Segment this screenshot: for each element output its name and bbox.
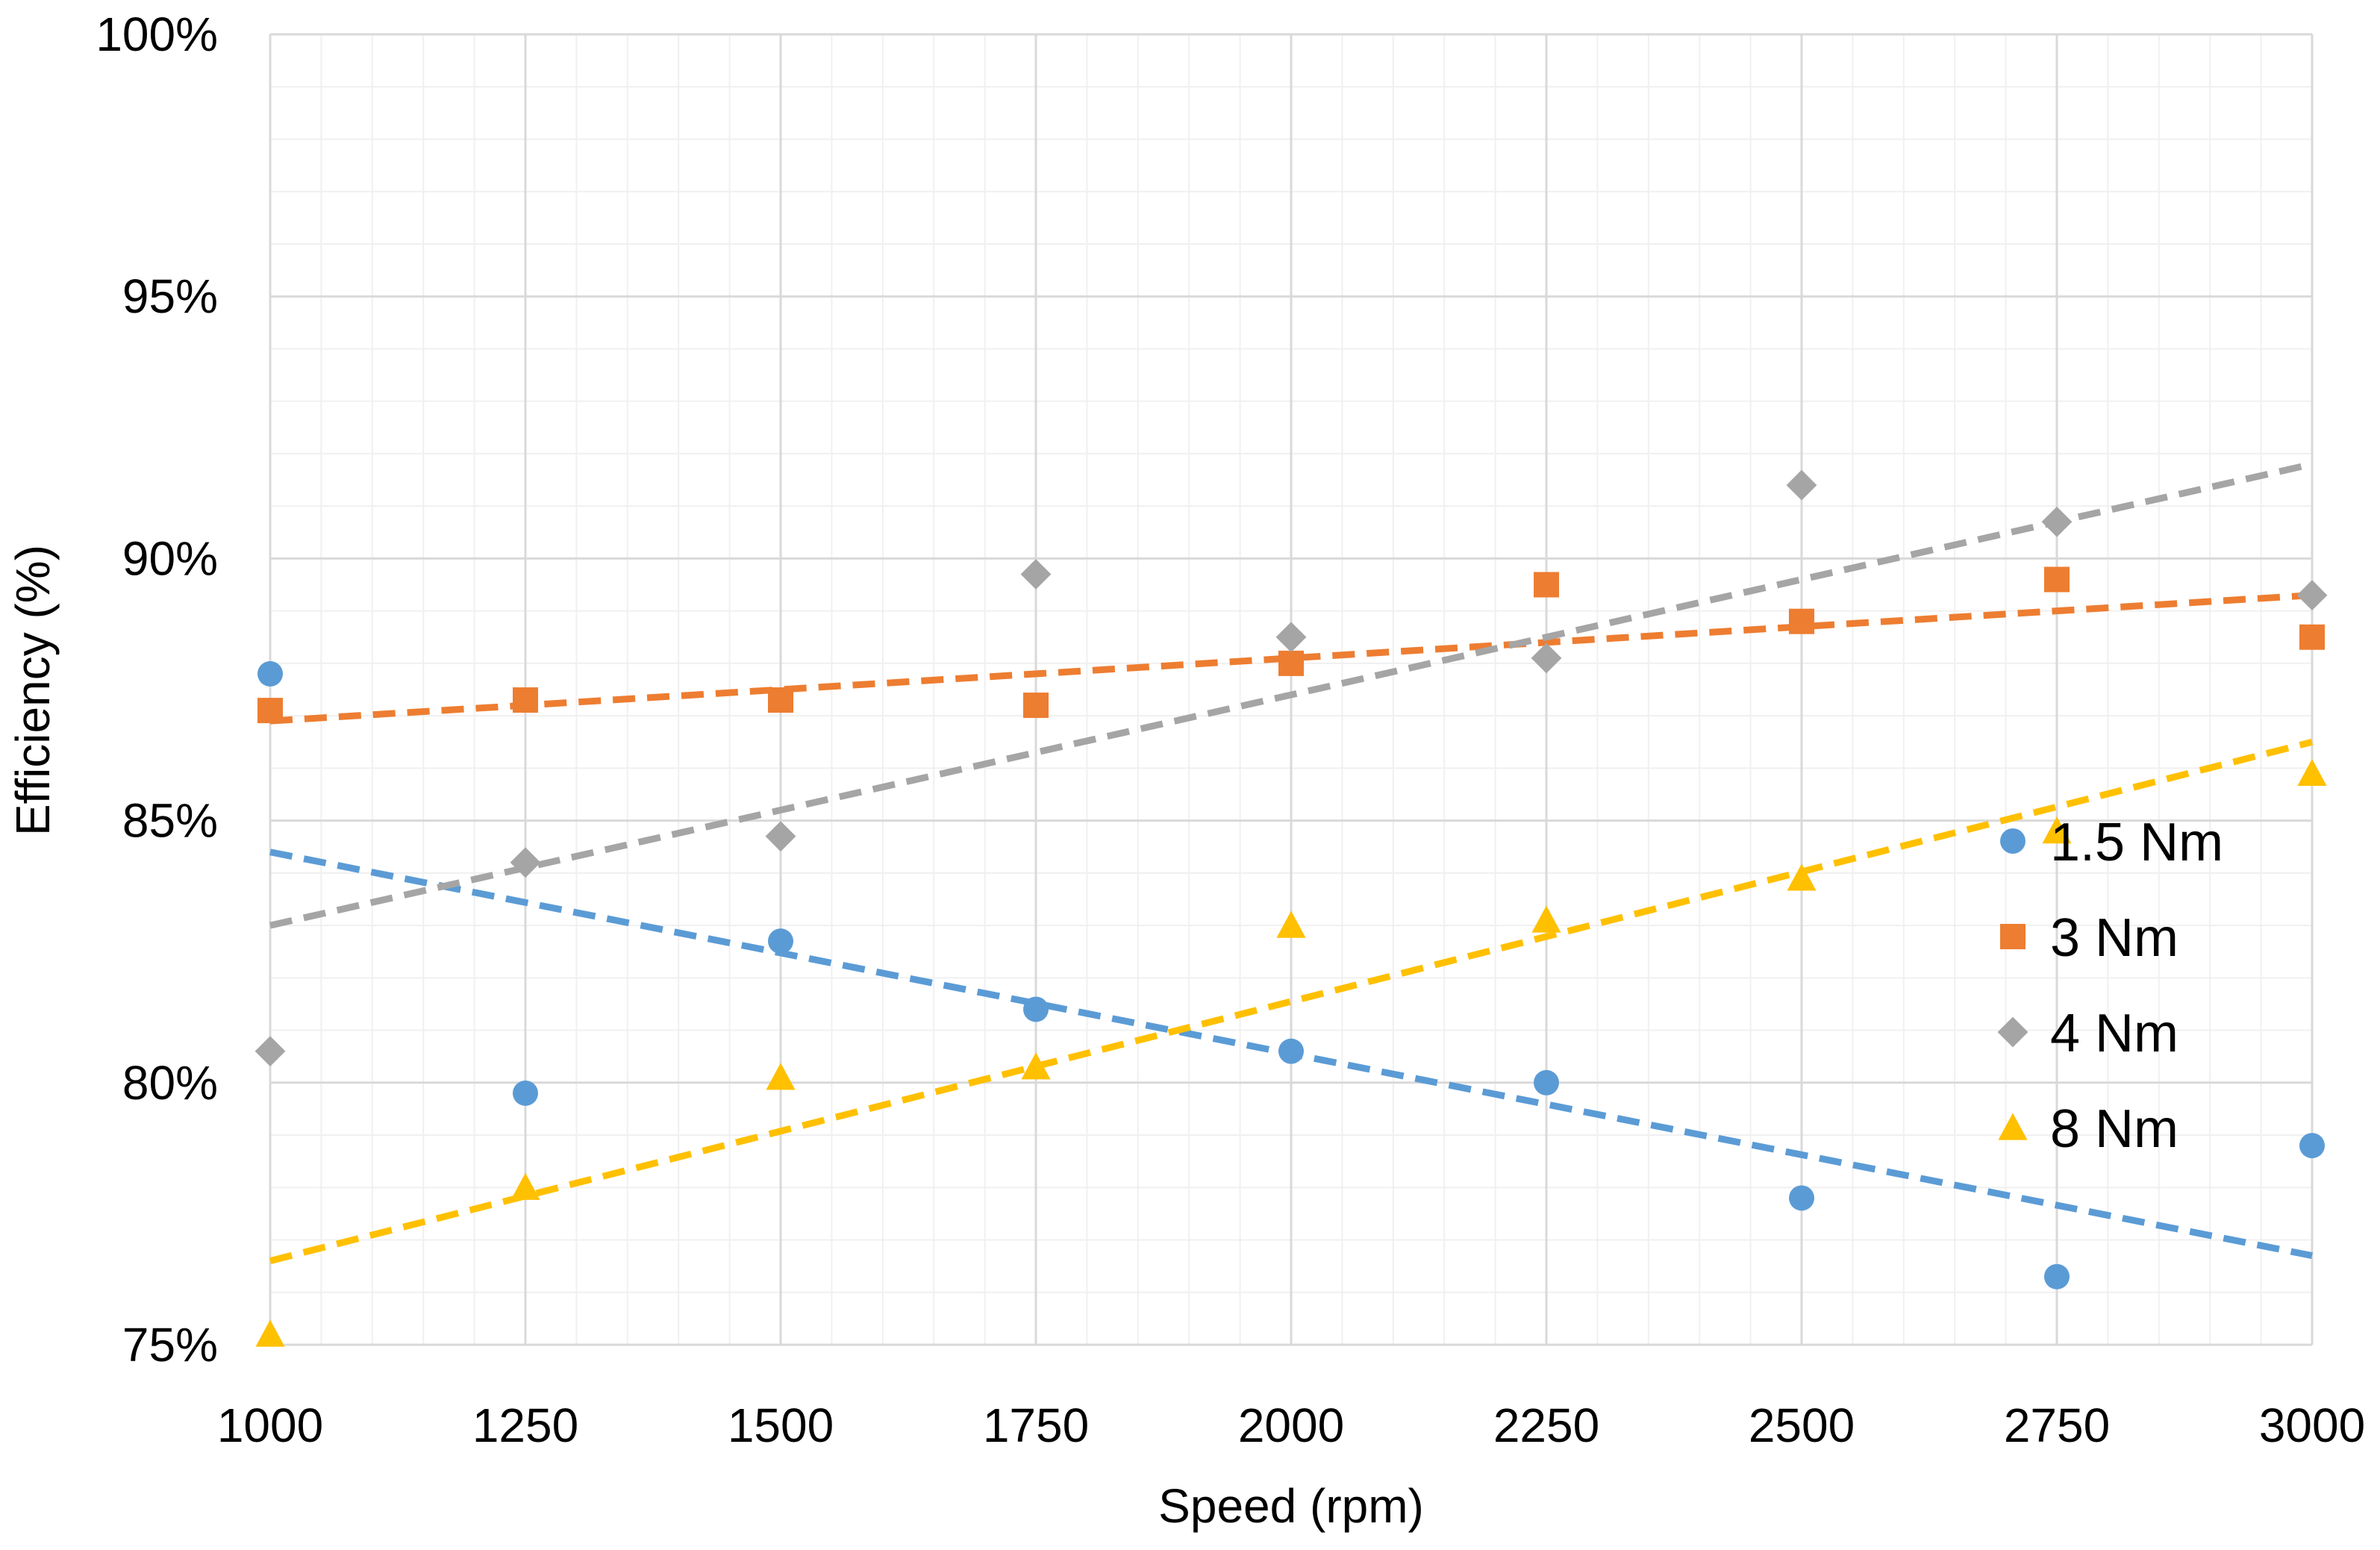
data-point-3-nm: [1023, 693, 1049, 719]
data-point-8-nm: [510, 1172, 540, 1200]
legend: 1.5 Nm 3 Nm 4 Nm 8 Nm: [1997, 813, 2223, 1159]
data-point-1-5-nm: [257, 660, 283, 687]
data-point-4-nm: [1786, 469, 1817, 501]
data-point-8-nm: [1021, 1052, 1051, 1080]
x-tick-label: 2500: [1749, 1399, 1855, 1452]
data-point-8-nm: [255, 1319, 285, 1347]
data-point-8-nm: [1787, 863, 1817, 891]
data-point-1-5-nm: [513, 1080, 538, 1106]
data-point-8-nm: [766, 1063, 796, 1090]
x-tick-label: 3000: [2259, 1399, 2365, 1452]
data-point-3-nm: [2299, 624, 2325, 650]
data-point-4-nm: [1275, 622, 1307, 653]
legend-label-4-nm: 4 Nm: [2050, 1004, 2178, 1063]
data-point-3-nm: [1278, 650, 1304, 676]
trendline-8-nm: [269, 738, 2314, 1264]
y-tick-label: 100%: [96, 7, 218, 61]
legend-label-3-nm: 3 Nm: [2050, 908, 2178, 968]
data-point-3-nm: [2044, 566, 2070, 593]
data-point-1-5-nm: [2044, 1263, 2070, 1290]
data-point-1-5-nm: [1534, 1069, 1559, 1096]
data-point-4-nm: [1020, 559, 1052, 590]
legend-marker-1-5-nm: [2000, 828, 2026, 854]
y-tick-label: 90%: [122, 531, 218, 585]
x-tick-label: 2000: [1238, 1399, 1344, 1452]
legend-marker-4-nm: [1997, 1016, 2028, 1048]
data-point-8-nm: [2297, 758, 2327, 787]
data-point-1-5-nm: [2299, 1133, 2325, 1159]
x-axis-tick-labels: 1000 1250 1500 1750 2000 2250 2500 2750 3000: [217, 1399, 2365, 1452]
data-point-8-nm: [1276, 910, 1306, 938]
y-axis-tick-labels: 75% 80% 85% 90% 95% 100%: [96, 7, 218, 1372]
data-point-1-5-nm: [1278, 1038, 1304, 1064]
data-point-4-nm: [510, 847, 541, 878]
data-point-3-nm: [513, 687, 538, 713]
x-tick-label: 2250: [1493, 1399, 1599, 1452]
data-point-8-nm: [1531, 905, 1561, 933]
y-tick-label: 75%: [122, 1318, 218, 1372]
data-point-3-nm: [768, 687, 793, 713]
x-tick-label: 1000: [217, 1399, 323, 1452]
data-point-3-nm: [1789, 608, 1814, 634]
data-point-3-nm: [257, 698, 283, 724]
x-tick-label: 1750: [983, 1399, 1089, 1452]
major-gridlines: [269, 33, 2314, 1346]
y-tick-label: 85%: [122, 794, 218, 848]
data-point-4-nm: [254, 1036, 286, 1067]
data-markers: [254, 469, 2328, 1347]
x-tick-label: 1500: [728, 1399, 834, 1452]
x-tick-label: 2750: [2004, 1399, 2110, 1452]
x-axis-title: Speed (rpm): [1158, 1479, 1424, 1533]
y-axis-title: Efficiency (%): [6, 545, 60, 836]
data-point-4-nm: [1531, 643, 1562, 674]
data-point-4-nm: [2041, 506, 2073, 537]
legend-marker-3-nm: [2000, 924, 2026, 949]
data-point-4-nm: [2296, 580, 2328, 610]
data-point-1-5-nm: [1789, 1185, 1814, 1211]
data-point-1-5-nm: [1023, 996, 1049, 1022]
data-point-1-5-nm: [768, 928, 793, 954]
legend-label-1-5-nm: 1.5 Nm: [2050, 813, 2223, 872]
y-tick-label: 80%: [122, 1056, 218, 1110]
data-point-3-nm: [1534, 572, 1559, 598]
trendline-4-nm: [269, 460, 2313, 929]
data-point-8-nm: [2042, 816, 2072, 844]
x-tick-label: 1250: [472, 1399, 578, 1452]
data-point-4-nm: [765, 821, 796, 852]
legend-label-8-nm: 8 Nm: [2050, 1099, 2178, 1159]
y-tick-label: 95%: [122, 269, 218, 323]
legend-marker-8-nm: [1998, 1113, 2028, 1140]
